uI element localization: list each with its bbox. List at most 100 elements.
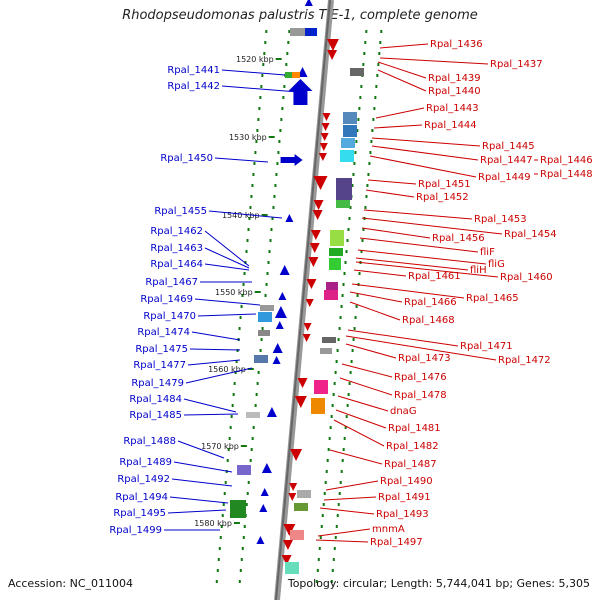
left-label-leader: [208, 210, 283, 219]
left-guide-outer-dot: [246, 239, 249, 242]
gene-feature-block: [285, 562, 299, 574]
left-label-leader: [189, 348, 241, 351]
genome-backbone-core: [275, 0, 331, 600]
left-label-leader: [194, 298, 261, 306]
forward-gene-arrow: [256, 536, 265, 544]
left-guide-inner-dot: [268, 250, 271, 253]
gene-feature-block: [322, 337, 336, 343]
left-guide-outer-dot: [233, 382, 236, 385]
right-label-leader: [323, 496, 377, 501]
right-guide-inner-dot: [347, 228, 350, 231]
left-gene-label: Rpal_1477: [133, 360, 186, 371]
left-guide-outer-dot: [226, 459, 229, 462]
right-guide-inner-dot: [349, 206, 352, 209]
right-guide-outer-dot: [375, 85, 378, 88]
gene-feature-block: [294, 503, 308, 511]
left-label-leader: [221, 69, 286, 76]
right-guide-outer-dot: [336, 514, 339, 517]
left-label-leader: [171, 478, 233, 487]
left-guide-inner-dot: [247, 481, 250, 484]
right-label-leader: [357, 249, 487, 265]
right-guide-outer-dot: [365, 195, 368, 198]
left-label-leader: [221, 85, 299, 93]
right-guide-inner-dot: [331, 404, 334, 407]
right-gene-label: Rpal_1478: [394, 390, 447, 401]
right-gene-label: Rpal_1482: [386, 441, 439, 452]
left-label-leader: [169, 496, 229, 504]
right-guide-outer-dot: [347, 393, 350, 396]
left-guide-inner-dot: [265, 283, 268, 286]
right-guide-outer-dot: [338, 492, 341, 495]
gene-feature-block: [311, 398, 325, 414]
right-gene-label: Rpal_1451: [418, 179, 471, 190]
left-guide-inner-dot: [273, 195, 276, 198]
right-guide-inner-dot: [334, 371, 337, 374]
right-guide-inner-dot: [363, 52, 366, 55]
right-gene-label: Rpal_1476: [394, 372, 447, 383]
right-gene-label: Rpal_1445: [482, 141, 535, 152]
right-guide-outer-dot: [351, 349, 354, 352]
left-guide-inner-dot: [241, 547, 244, 550]
left-guide-inner-dot: [243, 525, 246, 528]
left-gene-label: Rpal_1488: [123, 436, 176, 447]
reverse-gene-arrow: [326, 39, 339, 51]
right-guide-inner-dot: [352, 173, 355, 176]
forward-gene-arrow: [272, 356, 281, 364]
right-label-leader: [365, 189, 415, 198]
right-guide-outer-dot: [342, 448, 345, 451]
left-guide-outer-dot: [231, 404, 234, 407]
left-guide-outer-dot: [227, 448, 230, 451]
reverse-gene-arrow: [294, 396, 307, 408]
left-gene-label: Rpal_1499: [109, 525, 162, 536]
gene-feature-block: [343, 125, 357, 137]
right-label-leader: [335, 409, 387, 429]
left-guide-inner-dot: [270, 228, 273, 231]
left-guide-outer-dot: [230, 415, 233, 418]
right-guide-inner-dot: [339, 316, 342, 319]
forward-gene-arrow: [280, 154, 303, 166]
kbp-tick-mark: [240, 445, 247, 447]
right-guide-inner-dot: [341, 294, 344, 297]
reverse-gene-arrow: [327, 50, 338, 60]
left-gene-label: Rpal_1442: [167, 81, 220, 92]
right-label-leader: [371, 137, 481, 147]
right-guide-outer-dot: [356, 294, 359, 297]
right-gene-label: Rpal_1461: [408, 271, 461, 282]
right-gene-label: Rpal_1466: [404, 297, 457, 308]
right-guide-inner-dot: [359, 96, 362, 99]
right-guide-inner-dot: [346, 239, 349, 242]
reverse-gene-arrow: [310, 230, 321, 240]
left-guide-inner-dot: [283, 85, 286, 88]
right-guide-outer-dot: [344, 426, 347, 429]
right-guide-inner-dot: [322, 503, 325, 506]
right-gene-label: Rpal_1472: [498, 355, 551, 366]
left-guide-outer-dot: [262, 63, 265, 66]
right-label-leader: [329, 449, 383, 465]
forward-gene-arrow: [274, 306, 287, 318]
kbp-tick-label: 1540 kbp: [222, 211, 260, 220]
right-label-leader: [355, 261, 499, 278]
reverse-gene-arrow: [309, 243, 320, 253]
right-label-leader: [379, 43, 429, 49]
left-guide-outer-dot: [238, 327, 241, 330]
left-label-leader: [204, 263, 250, 271]
left-guide-outer-dot: [228, 437, 231, 440]
right-guide-inner-dot: [316, 569, 319, 572]
left-guide-inner-dot: [250, 448, 253, 451]
figure-title: Rhodopseudomonas palustris TIE-1, comple…: [122, 8, 478, 23]
forward-gene-arrow: [260, 488, 269, 496]
left-guide-inner-dot: [287, 41, 290, 44]
right-guide-outer-dot: [352, 338, 355, 341]
left-label-leader: [204, 230, 250, 267]
right-guide-inner-dot: [344, 261, 347, 264]
right-guide-inner-dot: [330, 415, 333, 418]
right-label-leader: [355, 257, 469, 271]
forward-gene-arrow: [266, 407, 277, 417]
right-guide-outer-dot: [341, 459, 344, 462]
right-label-leader: [351, 283, 465, 299]
right-guide-outer-dot: [331, 569, 334, 572]
gene-feature-block: [350, 68, 364, 76]
right-guide-outer-dot: [348, 382, 351, 385]
gene-feature-block: [297, 490, 311, 498]
left-guide-inner-dot: [260, 338, 263, 341]
